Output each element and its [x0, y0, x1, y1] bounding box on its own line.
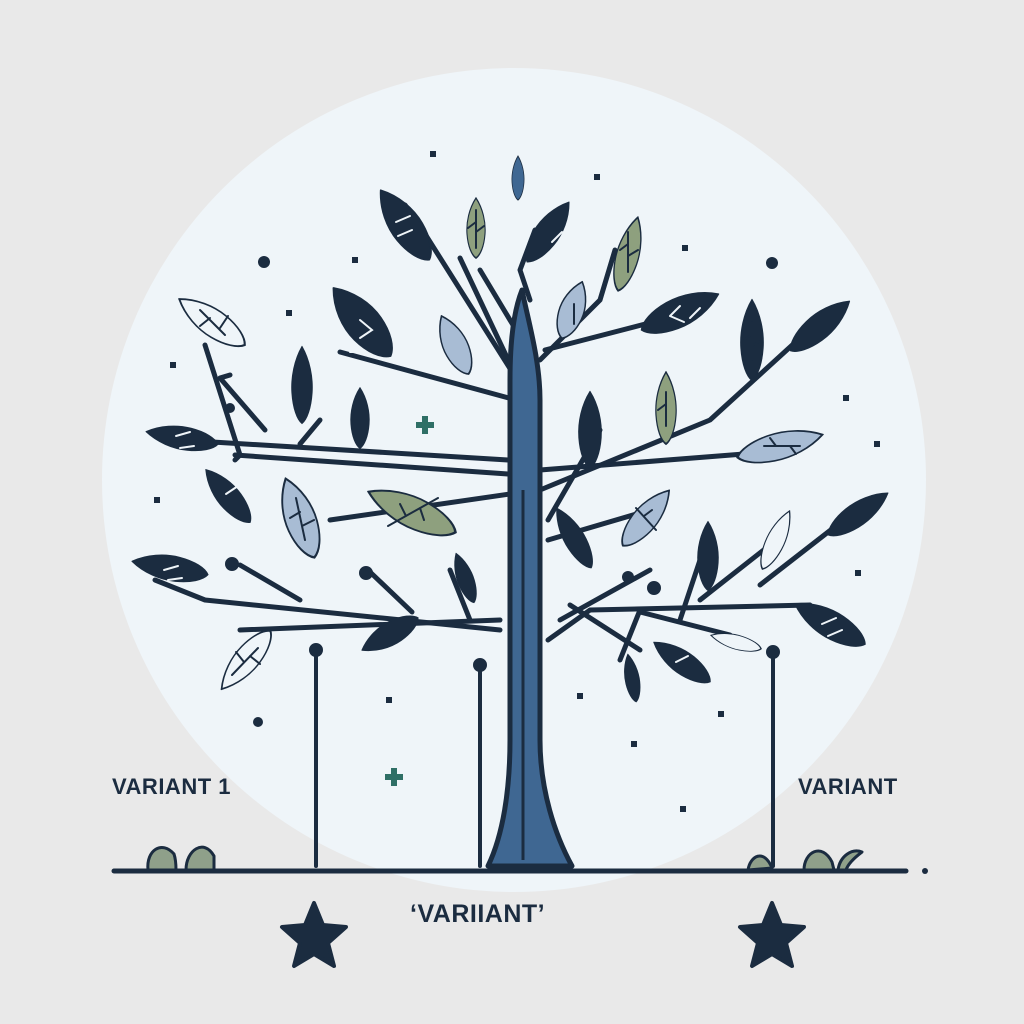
- grass-tuft-icon: [746, 849, 864, 872]
- variant-label-left: VARIANT 1: [112, 774, 231, 799]
- variant-label-right: VARIANT: [798, 774, 898, 799]
- variant-label-bottom: ‘VARIIANT’: [410, 900, 546, 928]
- stems: [225, 557, 780, 868]
- branches: [152, 202, 853, 663]
- sparkle-crosses: [385, 416, 434, 786]
- leaf-veins: [163, 215, 843, 663]
- star-icon: [280, 901, 348, 968]
- leaf-veins-dark: [199, 209, 801, 676]
- sparkle-dots: [154, 151, 928, 874]
- grass-tuft-icon: [146, 845, 216, 872]
- star-icon: [738, 901, 806, 968]
- tree-trunk: [485, 287, 575, 869]
